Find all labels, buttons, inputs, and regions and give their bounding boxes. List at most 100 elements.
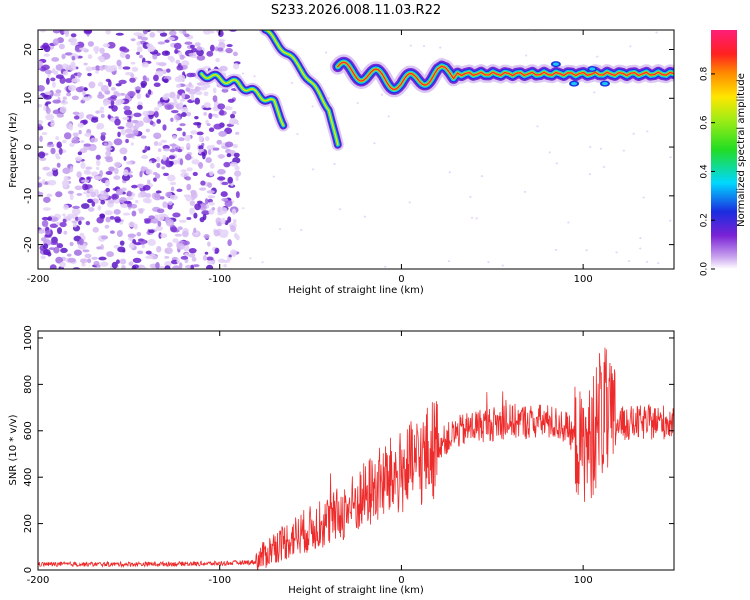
noise-cell bbox=[192, 171, 198, 177]
noise-cell bbox=[136, 46, 143, 53]
noise-cell bbox=[198, 145, 204, 150]
noise-cell bbox=[47, 216, 53, 221]
noise-cell bbox=[81, 96, 91, 102]
noise-dot bbox=[567, 221, 570, 224]
noise-cell bbox=[137, 250, 144, 255]
colorbar-tick-label: 0.0 bbox=[700, 262, 710, 277]
noise-cell bbox=[142, 30, 148, 35]
noise-cell bbox=[55, 256, 63, 264]
noise-dot bbox=[242, 207, 245, 210]
noise-cell bbox=[50, 147, 56, 155]
noise-cell bbox=[119, 147, 128, 155]
noise-cell bbox=[198, 135, 204, 143]
noise-cell bbox=[193, 227, 197, 233]
noise-cell bbox=[59, 261, 66, 268]
colorbar: 0.0 0.2 0.4 0.6 0.8 Normalized spectral ampl… bbox=[700, 30, 747, 277]
noise-cell bbox=[205, 136, 210, 142]
snr-ytick-label: 0 bbox=[23, 567, 34, 573]
noise-cell bbox=[153, 74, 159, 82]
noise-cell bbox=[162, 172, 169, 177]
noise-cell bbox=[100, 261, 109, 267]
noise-cell bbox=[84, 253, 92, 259]
noise-cell bbox=[123, 169, 129, 177]
spectrogram-xtick-label: 0 bbox=[398, 274, 404, 285]
noise-cell bbox=[190, 93, 195, 101]
noise-cell bbox=[168, 30, 177, 36]
noise-cell bbox=[38, 182, 43, 188]
noise-cell bbox=[49, 70, 59, 74]
noise-cell bbox=[56, 162, 61, 168]
noise-cell bbox=[63, 132, 72, 140]
noise-cell bbox=[100, 132, 107, 136]
noise-cell bbox=[227, 239, 232, 247]
noise-cell bbox=[215, 57, 220, 63]
noise-cell bbox=[134, 86, 142, 90]
noise-dot bbox=[593, 91, 596, 94]
noise-cell bbox=[68, 123, 74, 131]
noise-cell bbox=[140, 83, 146, 89]
noise-cell bbox=[221, 197, 229, 202]
noise-dot bbox=[629, 45, 632, 48]
noise-cell bbox=[179, 158, 184, 166]
noise-cell bbox=[121, 265, 126, 269]
noise-cell bbox=[172, 265, 181, 269]
noise-cell bbox=[46, 193, 53, 198]
noise-cell bbox=[74, 185, 83, 191]
noise-cell bbox=[67, 257, 76, 263]
noise-dot bbox=[588, 173, 592, 176]
noise-cell bbox=[194, 115, 199, 120]
snr-xtick-label: -200 bbox=[27, 575, 50, 586]
noise-dot bbox=[311, 105, 314, 108]
noise-cell bbox=[115, 83, 122, 87]
noise-cell bbox=[176, 258, 180, 264]
noise-cell bbox=[99, 195, 107, 200]
noise-cell bbox=[96, 159, 101, 167]
noise-cell bbox=[178, 137, 185, 142]
noise-cell bbox=[148, 215, 155, 220]
noise-cell bbox=[229, 249, 237, 256]
noise-cell bbox=[131, 210, 137, 217]
noise-cell bbox=[219, 109, 225, 116]
spectrogram-ytick-label: 0 bbox=[23, 144, 34, 150]
noise-cell bbox=[218, 130, 227, 137]
noise-cell bbox=[137, 238, 144, 242]
noise-cell bbox=[59, 106, 67, 114]
noise-cell bbox=[174, 76, 184, 83]
noise-cell bbox=[227, 98, 235, 103]
noise-cell bbox=[235, 191, 240, 199]
noise-cell bbox=[186, 216, 192, 220]
noise-cell bbox=[62, 218, 67, 223]
noise-cell bbox=[177, 226, 183, 231]
noise-cell bbox=[122, 212, 131, 216]
noise-cell bbox=[77, 151, 83, 156]
noise-cell bbox=[141, 244, 145, 249]
noise-cell bbox=[129, 77, 136, 83]
noise-cell bbox=[157, 142, 163, 146]
noise-cell bbox=[188, 52, 197, 57]
noise-cell bbox=[217, 103, 226, 110]
noise-cell bbox=[115, 188, 124, 196]
noise-cell bbox=[108, 105, 114, 109]
noise-cell bbox=[142, 75, 147, 82]
noise-cell bbox=[136, 93, 142, 100]
noise-cell bbox=[104, 179, 110, 187]
snr-ytick-label: 800 bbox=[23, 375, 34, 394]
noise-cell bbox=[49, 264, 57, 269]
noise-cell bbox=[209, 44, 215, 52]
noise-cell bbox=[212, 147, 220, 151]
noise-cell bbox=[160, 139, 167, 143]
noise-cell bbox=[131, 119, 139, 124]
noise-cell bbox=[71, 208, 81, 216]
noise-cell bbox=[169, 148, 176, 153]
noise-cell bbox=[123, 200, 132, 204]
noise-cell bbox=[226, 153, 232, 158]
noise-cell bbox=[134, 242, 142, 246]
noise-cell bbox=[230, 224, 235, 231]
noise-cell bbox=[87, 207, 95, 212]
noise-cell bbox=[117, 131, 121, 138]
noise-cell bbox=[80, 161, 86, 169]
noise-dot bbox=[622, 149, 626, 152]
noise-cell bbox=[169, 91, 176, 99]
noise-cell bbox=[69, 241, 74, 247]
noise-cell bbox=[164, 39, 170, 43]
